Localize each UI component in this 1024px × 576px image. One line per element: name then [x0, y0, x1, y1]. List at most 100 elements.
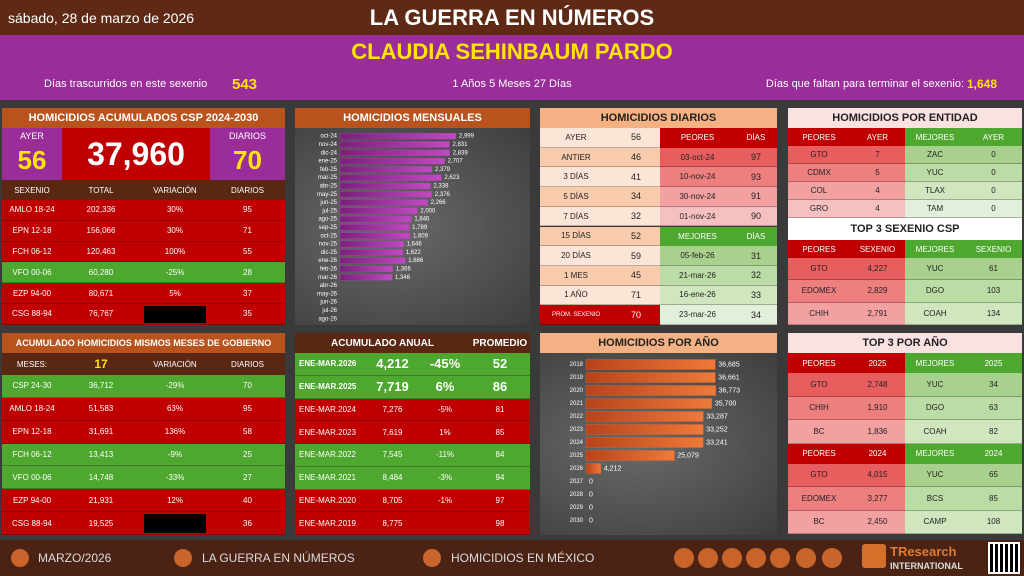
row-value: -11%	[420, 444, 470, 467]
icon	[796, 548, 816, 568]
row-value: 76,767	[62, 304, 140, 325]
row-value: 37	[210, 283, 285, 304]
column-header: MEJORES	[905, 443, 965, 464]
row-label: EPN 12-18	[2, 220, 62, 242]
state-value: 4,015	[850, 463, 905, 487]
subheader	[2, 180, 285, 200]
icon	[746, 548, 766, 568]
state-name: CAMP	[905, 510, 965, 534]
row-label: ENE-MAR.2023	[295, 421, 365, 444]
daily-box	[210, 128, 285, 180]
state-name: EDOMEX	[788, 487, 850, 511]
footer-date: MARZO/2026	[38, 551, 112, 565]
state-name: BCS	[905, 487, 965, 511]
logo-mark	[862, 544, 886, 568]
row-label: FCH 06-12	[2, 241, 62, 263]
row-value: -3%	[420, 466, 470, 490]
row-value: 80,671	[62, 283, 140, 304]
column-header: MEJORES	[905, 353, 965, 373]
days-cell: 97	[735, 147, 777, 168]
column-header: PROMEDIO	[472, 337, 528, 349]
row-value: 8,775	[365, 512, 420, 535]
row-value: 95	[210, 200, 285, 221]
state-value: 2,748	[850, 373, 905, 397]
state-value: 0	[965, 182, 1022, 200]
row-value: 84	[470, 444, 530, 467]
state-name: GTO	[788, 463, 850, 487]
row-value: -33%	[140, 466, 210, 490]
yesterday-value: 56	[17, 144, 47, 175]
row-value: 86	[470, 375, 530, 399]
state-name: CDMX	[788, 164, 850, 182]
row-value: 27	[210, 466, 285, 490]
row-value: 8,484	[365, 466, 420, 490]
row-value: 12%	[140, 489, 210, 513]
total-value: 37,960	[62, 128, 210, 180]
row-value: 7,719	[365, 375, 420, 399]
icon	[674, 548, 694, 568]
period-value: 34	[612, 187, 660, 207]
state-name: YUC	[905, 258, 965, 281]
row-value: 156,066	[62, 220, 140, 242]
period-label: PROM. SEXENIO	[540, 305, 612, 325]
row-value: 136%	[140, 420, 210, 444]
empty-cell	[144, 306, 206, 323]
row-label: VFO 00-06	[2, 262, 62, 284]
row-label: EZP 94-00	[2, 489, 62, 513]
state-value: 63	[965, 396, 1022, 420]
period-label: ANTIER	[540, 147, 612, 168]
icon	[722, 548, 742, 568]
row-value: 7,545	[365, 444, 420, 467]
top-bar	[0, 0, 1024, 35]
date-cell: 10-nov-24	[660, 167, 735, 188]
date-cell: 30-nov-24	[660, 187, 735, 207]
state-name: BC	[788, 420, 850, 444]
row-value: -29%	[140, 375, 210, 398]
footer-bar	[0, 540, 1024, 576]
state-value: 0	[965, 164, 1022, 182]
date-cell: 01-nov-24	[660, 206, 735, 227]
column-header: VARIACIÓN	[153, 359, 197, 369]
period-value: 41	[612, 167, 660, 188]
period-value: 32	[612, 206, 660, 227]
row-value: 52	[470, 353, 530, 376]
date-cell: 21-mar-26	[660, 265, 735, 286]
state-name: COAH	[905, 302, 965, 325]
qr-code	[988, 542, 1020, 574]
row-value: 28	[210, 262, 285, 284]
period-value: 46	[612, 147, 660, 168]
state-value: 2,450	[850, 510, 905, 534]
state-name: ZAC	[905, 146, 965, 164]
column-header: VARIACIÓN	[153, 185, 197, 195]
row-value: 81	[470, 398, 530, 422]
days-cell: 31	[735, 246, 777, 266]
days-cell: 91	[735, 187, 777, 207]
state-name: GTO	[788, 258, 850, 281]
panel-title: HOMICIDIOS ACUMULADOS CSP 2024-2030	[2, 108, 285, 128]
days-label: Días trascurridos en este sexenio	[44, 78, 208, 90]
row-label: ENE-MAR.2020	[295, 489, 365, 513]
column-header: 17	[94, 357, 108, 371]
panel-title: TOP 3 POR AÑO	[788, 333, 1022, 353]
row-label: AMLO 18-24	[2, 200, 62, 221]
row-label: ENE-MAR.2021	[295, 466, 365, 490]
row-value: 70	[210, 375, 285, 398]
president-band	[0, 35, 1024, 100]
icon	[822, 548, 842, 568]
state-value: 34	[965, 373, 1022, 397]
row-value: 98	[470, 512, 530, 535]
state-value: 134	[965, 302, 1022, 325]
days-cell: 90	[735, 206, 777, 227]
date-cell: 05-feb-26	[660, 246, 735, 266]
chart-bg	[540, 353, 777, 535]
state-name: GRO	[788, 200, 850, 218]
row-value: 100%	[140, 241, 210, 263]
period-value: 70	[612, 305, 660, 325]
row-value: 58	[210, 420, 285, 444]
column-header: SEXENIO	[965, 240, 1022, 258]
row-label: ENE-MAR.2026	[295, 353, 365, 376]
state-name: YUC	[905, 373, 965, 397]
row-value: -45%	[420, 353, 470, 376]
date: sábado, 28 de marzo de 2026	[8, 9, 195, 26]
row-value: 36	[210, 512, 285, 536]
